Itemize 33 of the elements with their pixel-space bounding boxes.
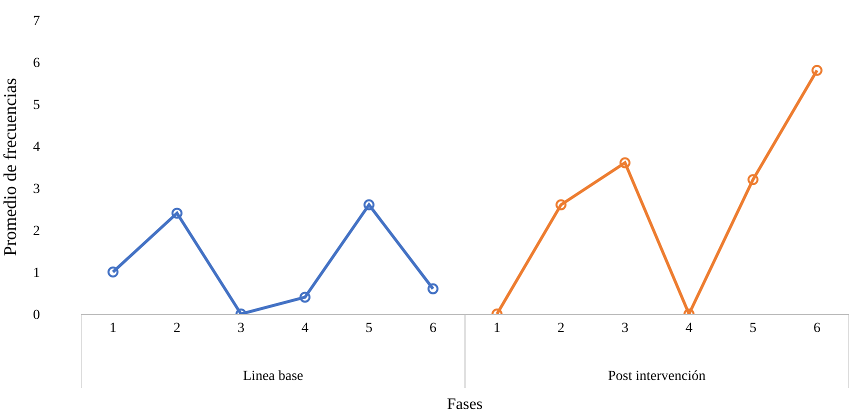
x-axis-title: Fases (447, 396, 483, 413)
x-tick-label: 1 (110, 320, 116, 336)
y-tick-label: 3 (33, 182, 40, 197)
point (812, 64, 822, 76)
y-tick-label: 6 (33, 56, 40, 71)
point (748, 174, 758, 186)
point (108, 266, 118, 278)
point (428, 283, 438, 294)
x-tick-label: 2 (558, 320, 564, 336)
y-tick-label: 2 (33, 224, 40, 239)
point (364, 199, 374, 210)
x-tick-label: 2 (174, 320, 180, 336)
y-tick-label: 4 (33, 140, 40, 155)
point (300, 292, 310, 303)
y-tick-label: 7 (33, 14, 40, 29)
point (556, 199, 566, 210)
y-axis-title: Promedio de frecuencias (0, 78, 20, 256)
x-tick-label: 1 (494, 320, 500, 336)
x-tick-label: 5 (366, 320, 372, 336)
x-tick-label: 4 (302, 320, 308, 336)
text: Post intervención (608, 369, 706, 384)
x-tick-label: 5 (750, 320, 756, 336)
y-tick-label: 1 (33, 266, 40, 281)
point (172, 208, 182, 219)
x-tick-label: 4 (686, 320, 692, 336)
y-tick-label: 0 (33, 308, 40, 323)
point (620, 157, 630, 168)
text: Linea base (243, 369, 304, 384)
y-tick-label: 5 (33, 98, 40, 113)
x-tick-label: 3 (238, 320, 244, 336)
x-tick-label: 3 (622, 320, 628, 336)
x-tick-label: 6 (814, 320, 820, 336)
x-tick-label: 6 (430, 320, 436, 336)
